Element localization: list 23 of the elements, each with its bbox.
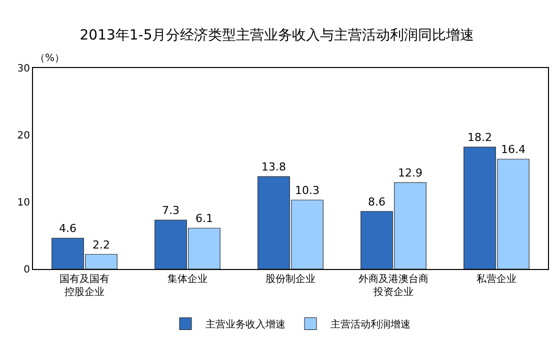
data-label: 12.9: [398, 166, 422, 180]
x-tick-label: 股份制企业: [266, 273, 316, 285]
x-tick-label: 集体企业: [168, 273, 208, 285]
legend-label: 主营业务收入增速: [206, 318, 286, 331]
data-label: 18.2: [468, 131, 492, 144]
data-label: 13.8: [262, 160, 286, 174]
y-axis-title: （%）: [35, 53, 65, 64]
data-label: 7.3: [162, 204, 180, 218]
data-label: 2.2: [92, 238, 110, 252]
chart-title: 2013年1-5月分经济类型主营业务收入与主营活动利润同比增速: [80, 27, 474, 44]
y-tick-label: 10: [17, 198, 30, 208]
data-label: 6.1: [195, 212, 213, 226]
y-tick-label: 20: [17, 130, 30, 142]
y-tick-label: 0: [24, 264, 30, 276]
x-tick-label: 私营企业: [476, 273, 516, 285]
x-tick-label: 国有及国有控股企业: [60, 273, 110, 298]
data-label: 16.4: [500, 143, 526, 156]
data-label: 4.6: [59, 222, 77, 236]
legend-label: 主营活动利润增速: [330, 318, 410, 331]
data-label: 10.3: [294, 184, 320, 197]
x-tick-label: 外商及港澳台商投资企业: [358, 273, 428, 298]
y-tick-label: 30: [17, 64, 30, 74]
data-label: 8.6: [368, 195, 386, 208]
